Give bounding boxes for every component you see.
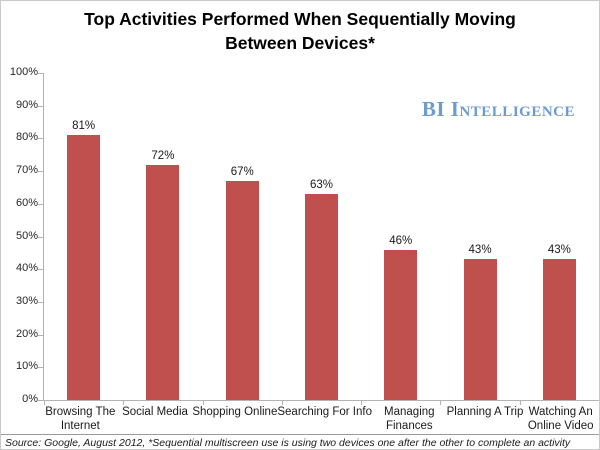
bar-value-label: 43% (547, 244, 571, 257)
category-label: Searching For Info (277, 405, 372, 433)
y-axis-tick-label: 10% (15, 360, 38, 373)
category-label: Watching An Online Video (523, 405, 598, 433)
category-labels: Browsing The Internet Social Media Shopping… (43, 405, 598, 433)
x-axis-tick (123, 401, 125, 405)
bar-slot: 67% (203, 166, 282, 400)
bar-value-label: 63% (309, 179, 333, 191)
y-axis-tick-label: 60% (15, 196, 38, 209)
bar (225, 180, 259, 400)
bar-slot: 43% (520, 244, 599, 400)
bar (67, 135, 101, 400)
y-axis-tick-label: 20% (15, 327, 38, 340)
x-axis-tick (202, 401, 204, 405)
bar (542, 259, 576, 400)
y-axis-tick-label: 30% (15, 294, 38, 307)
y-axis-tick-label: 50% (15, 229, 38, 242)
bar-slot: 43% (440, 244, 519, 400)
category-label: Planning A Trip (447, 405, 524, 433)
bar-slot: 63% (282, 179, 361, 400)
y-axis-tick-label: 90% (15, 98, 38, 111)
category-label: Shopping Online (192, 405, 277, 433)
source-note: Source: Google, August 2012, *Sequential… (5, 437, 571, 449)
bar-value-label: 67% (230, 165, 254, 178)
bar (384, 249, 418, 400)
category-label: Social Media (118, 405, 193, 433)
bar (463, 259, 497, 400)
bar-slot: 81% (44, 120, 123, 400)
category-label-line: Planning A Trip (446, 406, 524, 418)
bars-container: 81% 72% 67% 63% 46% 43% 43% (44, 73, 599, 400)
chart-title-text: Top Activities Performed When Sequential… (84, 9, 516, 53)
plot-area: 81% 72% 67% 63% 46% 43% 43% (43, 73, 599, 405)
category-label-line: Searching For Info (277, 406, 372, 418)
bar-slot: 72% (123, 150, 202, 400)
y-axis-tick-label: 100% (9, 66, 38, 78)
category-label-line: Finances (385, 420, 433, 432)
category-label-line: Internet (60, 420, 100, 432)
bar-value-label: 46% (389, 234, 413, 247)
bar-slot: 46% (361, 235, 440, 400)
y-axis-tick-label: 70% (15, 164, 38, 177)
category-label-line: Online Video (527, 420, 594, 432)
category-label-line: Social Media (122, 406, 188, 418)
separator-line (1, 434, 599, 435)
bar-value-label: 81% (72, 120, 96, 133)
y-axis-tick-label: 80% (15, 131, 38, 144)
x-axis-tick (44, 401, 45, 405)
category-label-line: Shopping Online (192, 406, 278, 418)
bar (146, 164, 180, 400)
bar (304, 194, 338, 400)
category-label: Browsing The Internet (43, 405, 118, 433)
brand-logo: BI Intelligence (421, 97, 575, 121)
category-label-line: Watching An (528, 406, 593, 418)
x-axis-tick (361, 401, 363, 405)
category-label-line: Managing (384, 406, 435, 418)
x-axis-tick (519, 401, 521, 405)
x-axis-tick (440, 401, 442, 405)
y-axis-tick-label: 0% (22, 393, 38, 405)
category-label-line: Browsing The (45, 406, 116, 418)
chart-title: Top Activities Performed When Sequential… (1, 7, 599, 55)
bar-value-label: 43% (468, 244, 492, 257)
category-label: Managing Finances (372, 405, 447, 433)
bar-value-label: 72% (151, 149, 175, 162)
x-axis-tick (281, 401, 283, 405)
y-axis-tick-label: 40% (15, 262, 38, 275)
